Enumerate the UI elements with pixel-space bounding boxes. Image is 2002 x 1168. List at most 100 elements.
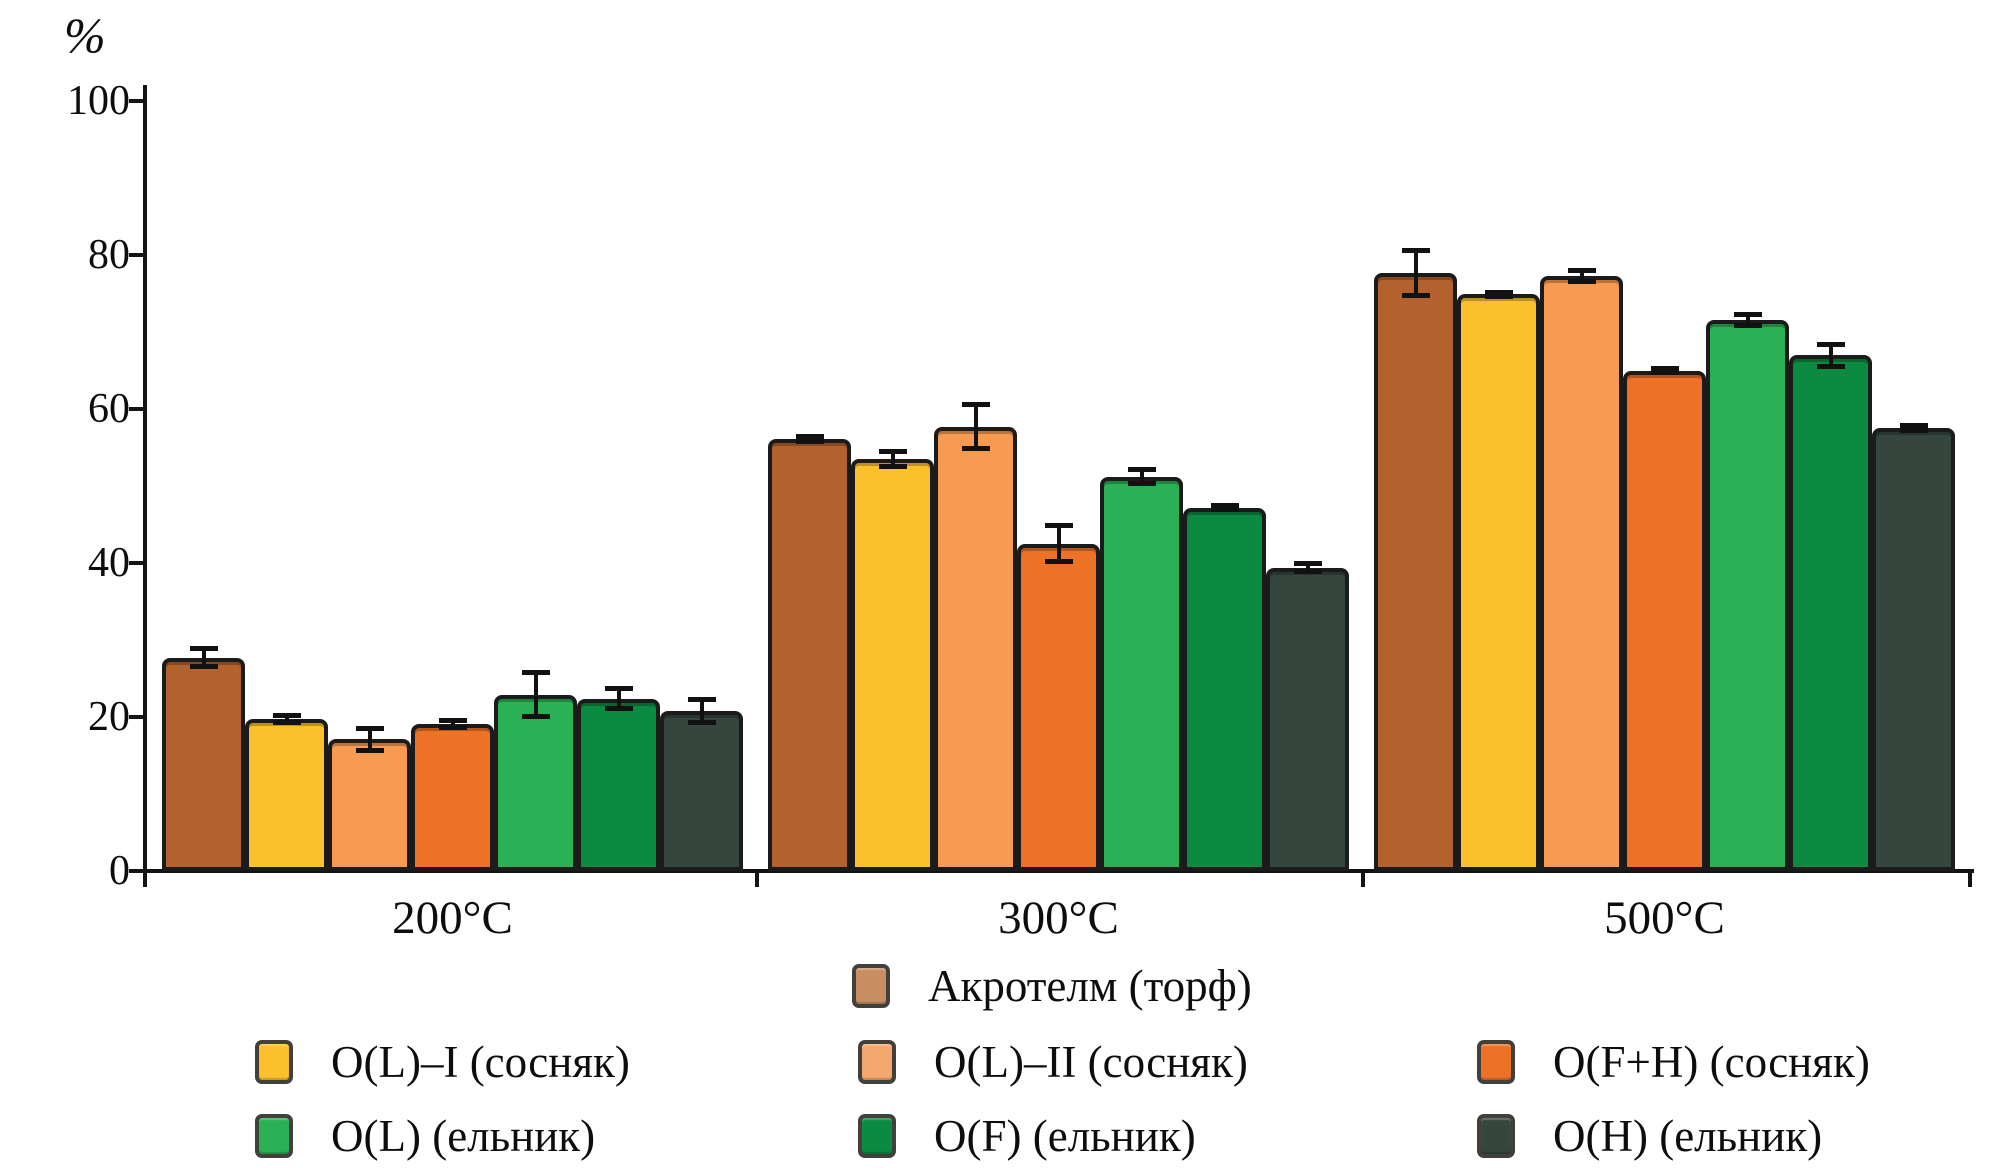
error-bar (1401, 247, 1431, 298)
y-tick (129, 561, 145, 565)
legend-label: Акротелм (торф) (928, 961, 1252, 1011)
y-tick (129, 407, 145, 411)
error-bar-cap-top (1401, 247, 1430, 253)
error-bar (1127, 467, 1157, 487)
error-bar-stem (450, 720, 455, 728)
error-bar-cap-bottom (1293, 569, 1322, 575)
error-bar-cap-bottom (1044, 559, 1073, 565)
y-tick (129, 253, 145, 257)
x-axis-line (143, 869, 1974, 873)
error-bar-cap-bottom (521, 713, 550, 719)
legend-label: O(H) (ельник) (1553, 1111, 1823, 1161)
error-bar-stem (1305, 563, 1310, 573)
error-bar (1210, 503, 1240, 512)
error-bar-stem (973, 404, 978, 450)
error-bar-cap-top (687, 696, 716, 702)
error-bar-cap-bottom (1567, 278, 1596, 284)
bar-5-300°C (1100, 476, 1183, 871)
x-tick (1968, 871, 1972, 887)
error-bar-cap-bottom (604, 706, 633, 712)
error-bar-cap-top (521, 670, 550, 676)
error-bar-stem (1911, 425, 1916, 432)
error-bar-stem (284, 715, 289, 724)
error-bar-cap-bottom (272, 720, 301, 726)
error-bar-cap-top (878, 449, 907, 455)
error-bar-cap-top (1484, 289, 1513, 295)
legend-swatch (255, 1114, 293, 1158)
error-bar-cap-top (355, 725, 384, 731)
error-bar-cap-top (1293, 561, 1322, 566)
bar-6-300°C (1183, 507, 1266, 871)
bar-7-300°C (1266, 567, 1349, 871)
error-bar-cap-top (795, 433, 824, 439)
error-bar-cap-bottom (961, 446, 990, 452)
y-tick-label: 60 (88, 386, 130, 432)
error-bar-cap-top (1650, 366, 1679, 372)
error-bar-stem (1579, 269, 1584, 282)
error-bar-cap-bottom (878, 463, 907, 469)
error-bar (272, 713, 302, 726)
bar-5-500°C (1706, 319, 1789, 871)
error-bar-stem (616, 687, 621, 710)
error-bar-stem (1413, 249, 1418, 296)
error-bar-cap-top (1899, 423, 1928, 429)
error-bar-cap-bottom (355, 747, 384, 753)
bar-2-300°C (851, 459, 934, 871)
error-bar (878, 449, 908, 469)
legend-item: O(F) (ельник) (858, 1111, 1418, 1162)
x-category-label: 300°C (998, 892, 1119, 944)
error-bar-cap-bottom (1401, 292, 1430, 298)
error-bar-cap-bottom (1484, 293, 1513, 299)
error-bar-stem (1745, 313, 1750, 326)
error-bar-stem (201, 648, 206, 667)
legend-label: O(L) (ельник) (331, 1111, 596, 1161)
bar-4-200°C (411, 723, 494, 871)
error-bar (961, 402, 991, 452)
error-bar (1044, 523, 1074, 565)
error-bar-cap-bottom (1650, 369, 1679, 375)
legend-swatch (255, 1040, 293, 1084)
bar-2-500°C (1457, 294, 1540, 871)
error-bar-cap-bottom (1733, 322, 1762, 328)
error-bar (1733, 311, 1763, 328)
y-tick-label: 80 (88, 232, 130, 278)
y-tick-label: 40 (88, 540, 130, 586)
error-bar (189, 646, 219, 669)
error-bar-stem (699, 698, 704, 724)
legend-item: Акротелм (торф) (852, 961, 1412, 1012)
legend-item: O(L)–I (сосняк) (255, 1037, 815, 1088)
error-bar-stem (533, 672, 538, 717)
bar-3-200°C (328, 739, 411, 871)
y-tick (129, 715, 145, 719)
error-bar (1899, 423, 1929, 434)
error-bar (355, 725, 385, 753)
legend-item: O(L) (ельник) (255, 1111, 815, 1162)
error-bar-cap-bottom (438, 724, 467, 730)
error-bar-cap-top (1733, 311, 1762, 317)
y-tick-label: 100 (67, 78, 130, 124)
x-category-label: 200°C (392, 892, 513, 944)
y-tick-label: 20 (88, 694, 130, 740)
bar-6-200°C (577, 698, 660, 871)
y-tick (129, 99, 145, 103)
error-bar-stem (807, 435, 812, 443)
bar-5-200°C (494, 694, 577, 871)
error-bar (1650, 366, 1680, 375)
legend-item: O(F+H) (сосняк) (1477, 1037, 2002, 1088)
error-bar-cap-bottom (1127, 481, 1156, 487)
error-bar-cap-bottom (795, 439, 824, 445)
y-tick-label: 0 (109, 848, 130, 894)
error-bar-cap-top (1567, 267, 1596, 273)
legend-swatch (852, 964, 890, 1008)
bar-4-300°C (1017, 543, 1100, 871)
legend-label: O(F+H) (сосняк) (1553, 1037, 1870, 1087)
x-tick (143, 871, 147, 887)
x-tick (755, 871, 759, 887)
error-bar-stem (1139, 469, 1144, 485)
error-bar-cap-bottom (1899, 428, 1928, 434)
error-bar-stem (1056, 525, 1061, 563)
bar-7-200°C (660, 710, 743, 871)
